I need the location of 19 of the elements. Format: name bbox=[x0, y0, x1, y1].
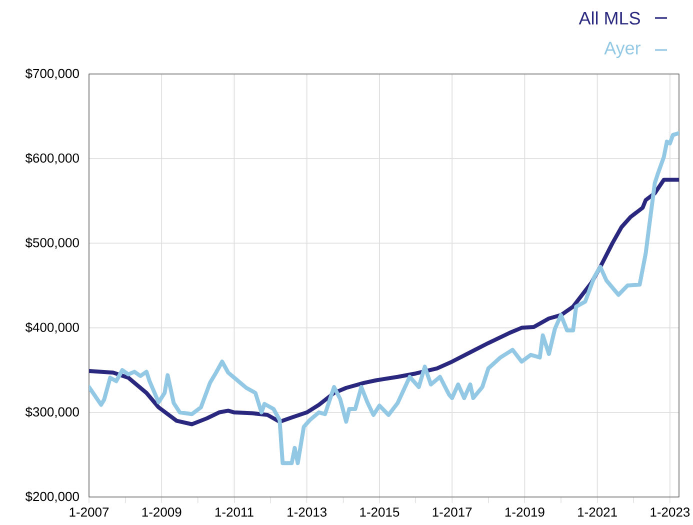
y-tick-label: $700,000 bbox=[25, 68, 79, 80]
x-tick-label: 1-2009 bbox=[142, 508, 182, 517]
legend-label: All MLS bbox=[578, 11, 640, 25]
legend-label: Ayer bbox=[604, 42, 641, 58]
x-tick-label: 1-2007 bbox=[70, 508, 109, 517]
y-tick-label: $300,000 bbox=[25, 406, 79, 418]
line-series bbox=[89, 178, 680, 426]
x-tick-label: 1-2019 bbox=[505, 508, 544, 517]
x-tick-label: 1-2021 bbox=[578, 508, 617, 517]
line-series bbox=[89, 131, 680, 466]
x-tick-label: 1-2017 bbox=[432, 508, 472, 517]
x-tick-label: 1-2013 bbox=[288, 508, 327, 517]
x-tick-label: 1-2015 bbox=[360, 508, 400, 517]
y-tick-label: $500,000 bbox=[25, 238, 79, 249]
y-tick-label: $600,000 bbox=[25, 152, 79, 164]
y-tick-label: $400,000 bbox=[25, 322, 79, 334]
x-tick-label: 1-2011 bbox=[215, 508, 254, 517]
y-tick-label: $200,000 bbox=[25, 491, 79, 503]
x-tick-label: 1-2023 bbox=[650, 508, 690, 517]
